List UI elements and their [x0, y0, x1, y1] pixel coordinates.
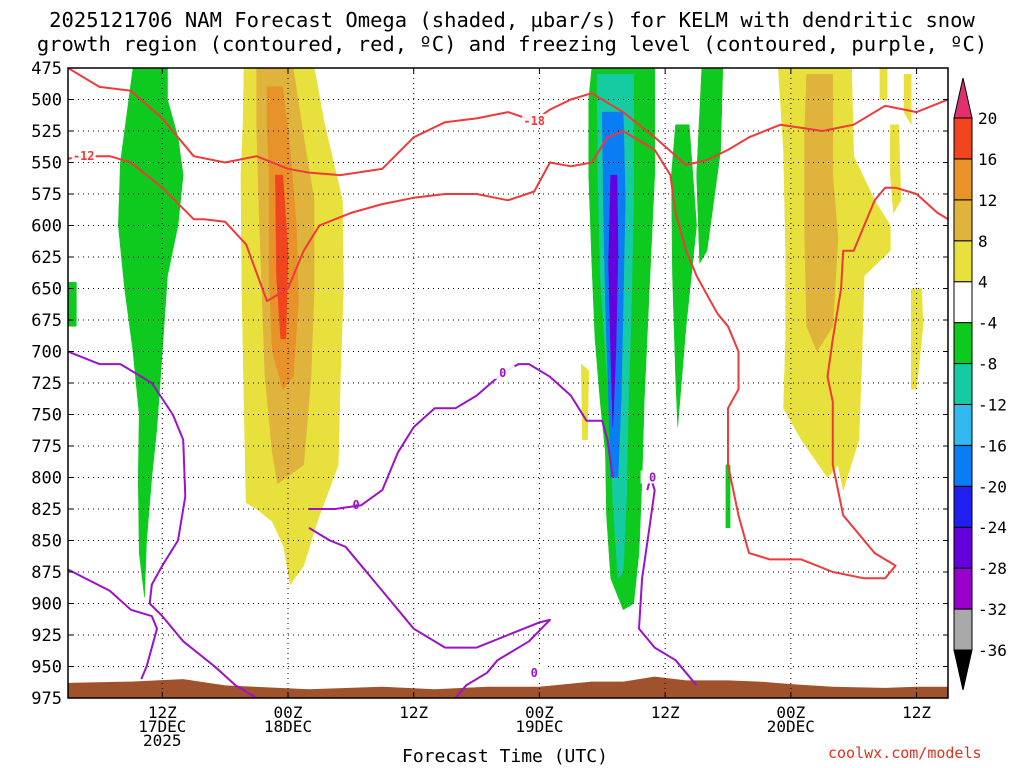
x-tick-label-6-0: 12Z [902, 703, 931, 722]
x-tick-label-0-2: 2025 [143, 731, 182, 750]
colorbar-segment-3 [953, 485, 973, 528]
colorbar-segment-0 [953, 608, 973, 651]
y-tick-label-11: 750 [31, 406, 62, 426]
colorbar-label-9: 4 [978, 273, 988, 292]
colorbar-label-0: -36 [978, 641, 1007, 660]
y-tick-label-14: 825 [31, 500, 62, 520]
y-tick-label-15: 850 [31, 532, 62, 552]
y-tick-label-8: 675 [31, 311, 62, 331]
contour-label-0: -18 [523, 114, 545, 128]
y-tick-label-5: 600 [31, 217, 62, 237]
x-tick-label-5-0: 00Z [776, 703, 805, 722]
colorbar-label-10: 8 [978, 232, 988, 251]
y-tick-label-1: 500 [31, 91, 62, 111]
y-tick-label-3: 550 [31, 154, 62, 174]
colorbar-segment-9 [953, 240, 973, 283]
colorbar-label-7: -8 [978, 355, 997, 374]
y-tick-label-17: 900 [31, 595, 62, 615]
y-tick-label-16: 875 [31, 563, 62, 583]
omega-region-16 [903, 74, 912, 126]
colorbar-label-4: -20 [978, 477, 1007, 496]
contour-6 [638, 476, 698, 687]
contour-label-bg-6 [640, 470, 665, 484]
colorbar-segment-1 [953, 567, 973, 610]
contour-label-bg-1 [71, 149, 96, 163]
contour-5 [308, 527, 551, 698]
y-tick-label-19: 950 [31, 658, 62, 678]
omega-region-0 [118, 68, 184, 598]
colorbar-label-11: 12 [978, 191, 997, 210]
omega-region-10 [581, 363, 589, 440]
contour-label-4: 0 [531, 666, 538, 680]
contour-label-bg-0 [522, 113, 547, 127]
omega-region-17 [890, 124, 902, 214]
y-tick-label-2: 525 [31, 122, 62, 142]
y-tick-label-20: 975 [31, 689, 62, 709]
colorbar-label-13: 20 [978, 109, 997, 128]
x-tick-label-0-1: 17DEC [138, 717, 186, 736]
omega-region-1 [68, 281, 77, 327]
contour-4 [68, 568, 158, 680]
x-tick-label-1-1: 18DEC [264, 717, 312, 736]
colorbar-segment-12 [953, 117, 973, 160]
colorbar-label-8: -4 [978, 314, 997, 333]
y-tick-label-0: 475 [31, 59, 62, 79]
colorbar-label-6: -12 [978, 395, 1007, 414]
omega-region-15 [879, 68, 888, 100]
y-tick-label-12: 775 [31, 437, 62, 457]
y-tick-label-9: 700 [31, 343, 62, 363]
y-tick-label-10: 725 [31, 374, 62, 394]
colorbar-segment-6 [953, 363, 973, 405]
colorbar-segment-7 [953, 322, 973, 365]
omega-region-5 [275, 174, 289, 340]
y-tick-label-13: 800 [31, 469, 62, 489]
colorbar-label-2: -28 [978, 559, 1007, 578]
contour-label-bg-2 [344, 498, 369, 512]
colorbar-segment-4 [953, 444, 973, 487]
contour-2 [68, 350, 258, 698]
contour-1 [68, 130, 948, 580]
colorbar-label-1: -32 [978, 600, 1007, 619]
y-tick-label-4: 575 [31, 185, 62, 205]
colorbar-segment-8 [953, 281, 973, 324]
y-tick-label-6: 625 [31, 248, 62, 268]
omega-region-11 [671, 124, 697, 428]
colorbar-under-triangle [953, 649, 973, 691]
x-tick-label-1-0: 00Z [274, 703, 303, 722]
contour-label-1: -12 [73, 149, 95, 163]
omega-region-18 [911, 288, 924, 390]
x-tick-label-5-1: 20DEC [767, 717, 815, 736]
x-tick-label-0-0: 12Z [148, 703, 177, 722]
contour-label-bg-4 [522, 665, 547, 679]
contour-3 [309, 363, 614, 510]
colorbar-segment-5 [953, 403, 973, 446]
colorbar-segment-2 [953, 526, 973, 569]
contour-label-6: 0 [649, 471, 656, 485]
omega-region-12 [696, 68, 724, 265]
chart-title-line-2: growth region (contoured, red, ºC) and f… [36, 32, 988, 56]
contour-label-bg-3 [490, 365, 515, 379]
colorbar-label-5: -16 [978, 436, 1007, 455]
contour-label-3: 0 [499, 366, 506, 380]
y-tick-label-18: 925 [31, 626, 62, 646]
chart-title: 2025121706 NAM Forecast Omega (shaded, µ… [0, 8, 1024, 56]
x-tick-label-2-0: 12Z [399, 703, 428, 722]
x-tick-label-4-0: 12Z [651, 703, 680, 722]
colorbar-segment-11 [953, 158, 973, 201]
colorbar-segment-10 [953, 199, 973, 242]
x-tick-label-3-1: 19DEC [515, 717, 563, 736]
x-tick-label-3-0: 00Z [525, 703, 554, 722]
chart-title-line-1: 2025121706 NAM Forecast Omega (shaded, µ… [49, 8, 975, 32]
colorbar-over-triangle [953, 77, 973, 119]
colorbar-label-12: 16 [978, 150, 997, 169]
omega-region-19 [804, 74, 839, 353]
y-tick-label-7: 650 [31, 280, 62, 300]
x-axis-title: Forecast Time (UTC) [402, 746, 608, 767]
colorbar-label-3: -24 [978, 518, 1007, 537]
omega-region-9 [608, 174, 619, 428]
site-watermark: coolwx.com/models [828, 744, 982, 762]
